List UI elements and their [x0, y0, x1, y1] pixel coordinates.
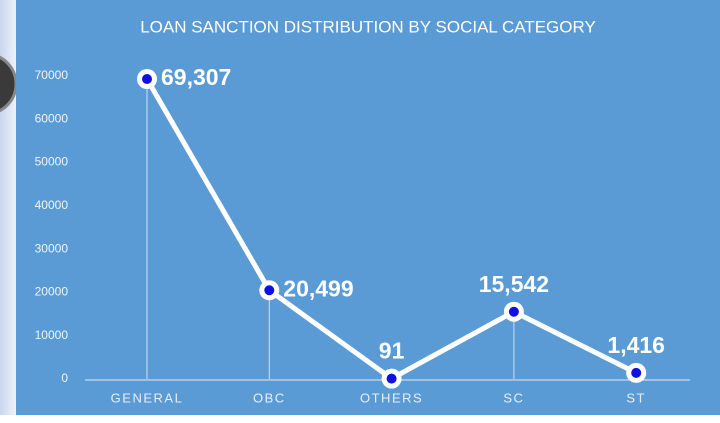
- value-label: 15,542: [479, 271, 549, 297]
- x-tick-label: SC: [503, 390, 524, 405]
- y-tick-label: 20000: [35, 285, 69, 299]
- value-label: 91: [379, 338, 405, 364]
- x-tick-label: ST: [626, 390, 646, 405]
- point-center: [264, 285, 275, 296]
- y-tick-label: 0: [61, 371, 68, 385]
- y-tick-label: 70000: [35, 68, 69, 82]
- point-center: [142, 73, 152, 84]
- y-tick-label: 50000: [35, 155, 69, 169]
- point-center: [386, 373, 397, 384]
- chart-title: LOAN SANCTION DISTRIBUTION BY SOCIAL CAT…: [140, 17, 596, 36]
- point-center: [631, 367, 642, 378]
- x-tick-label: OBC: [253, 390, 286, 405]
- y-tick-label: 60000: [35, 111, 69, 125]
- panel: [16, 0, 720, 415]
- y-tick-label: 10000: [35, 328, 69, 342]
- point-center: [508, 306, 519, 317]
- y-tick-label: 40000: [35, 198, 69, 212]
- x-tick-label: OTHERS: [360, 390, 423, 405]
- y-tick-label: 30000: [35, 241, 69, 255]
- x-tick-label: GENERAL: [111, 390, 184, 405]
- value-label: 20,499: [283, 275, 353, 301]
- value-label: 1,416: [607, 332, 665, 358]
- value-label: 69,307: [161, 64, 231, 90]
